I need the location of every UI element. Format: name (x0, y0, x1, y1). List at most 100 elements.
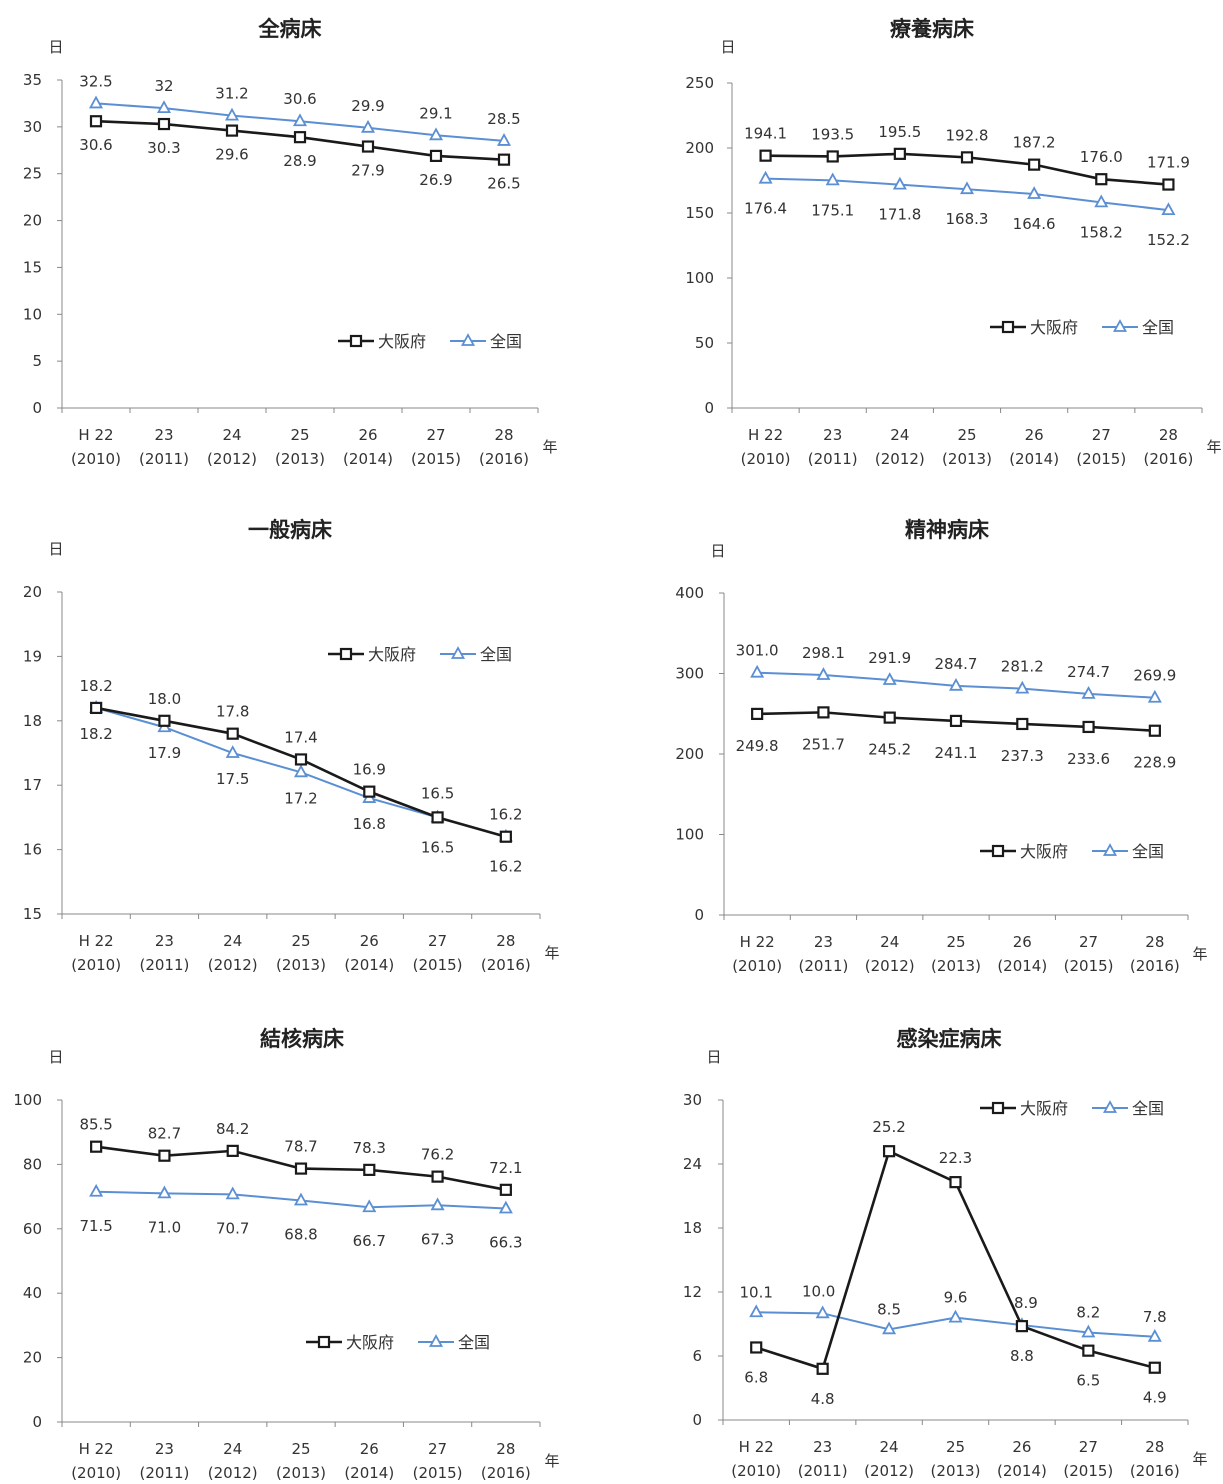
data-label-osaka: 6.8 (744, 1368, 768, 1386)
data-point-osaka (949, 1176, 962, 1189)
data-label-osaka: 6.5 (1076, 1372, 1100, 1390)
x-axis-unit: 年 (1192, 1450, 1207, 1468)
data-label-national: 158.2 (1080, 223, 1123, 241)
data-point-national (1094, 194, 1109, 208)
data-point-osaka (431, 811, 444, 824)
data-label-national: 281.2 (1001, 658, 1044, 676)
data-label-national: 175.1 (811, 201, 854, 219)
y-tick-label: 100 (685, 269, 714, 287)
y-tick-label: 40 (23, 1284, 42, 1302)
x-axis-unit: 年 (544, 944, 559, 962)
x-tick-label-era: 27 (1079, 933, 1098, 951)
data-label-national: 284.7 (935, 655, 978, 673)
x-tick-label-year: (2016) (1130, 957, 1180, 975)
data-point-osaka (499, 830, 512, 843)
y-tick-label: 17 (23, 776, 42, 794)
data-point-osaka (294, 1162, 308, 1175)
y-tick-label: 24 (683, 1155, 702, 1173)
data-point-national (882, 672, 897, 685)
data-point-osaka (363, 1163, 376, 1176)
x-tick-label-era: H 22 (748, 426, 783, 444)
y-axis-unit: 日 (48, 38, 63, 56)
y-axis-unit: 日 (48, 540, 63, 558)
x-tick-label-era: 26 (360, 1440, 379, 1458)
data-label-national: 10.0 (802, 1282, 835, 1300)
data-label-national: 9.6 (944, 1289, 968, 1307)
data-point-national (362, 1199, 377, 1213)
data-point-national (225, 745, 240, 758)
data-label-national: 168.3 (946, 210, 989, 228)
data-point-national (224, 107, 240, 121)
data-label-osaka: 78.3 (353, 1139, 386, 1157)
data-label-osaka: 176.0 (1080, 148, 1123, 166)
legend-marker-osaka (349, 334, 363, 348)
data-point-national (225, 1186, 240, 1200)
x-tick-label-era: H 22 (79, 1440, 114, 1458)
data-label-osaka: 76.2 (421, 1146, 454, 1164)
data-point-osaka (158, 714, 171, 727)
chart-title: 精神病床 (905, 518, 989, 542)
legend-marker-national (450, 646, 466, 659)
x-tick-label-year: (2014) (1009, 450, 1059, 468)
x-tick-label-era: 28 (1145, 933, 1164, 951)
y-tick-label: 5 (32, 352, 42, 370)
x-tick-label-year: (2011) (139, 1464, 189, 1482)
x-tick-label-year: (2014) (997, 1462, 1047, 1480)
x-tick-label-year: (2016) (1130, 1462, 1180, 1480)
data-label-national: 17.5 (216, 770, 249, 788)
data-point-national (959, 181, 975, 195)
data-label-osaka: 249.8 (736, 737, 779, 755)
data-point-national (156, 100, 172, 114)
y-axis-unit: 日 (48, 1048, 63, 1066)
data-point-national (498, 1200, 513, 1214)
y-tick-label: 20 (23, 1349, 42, 1367)
data-label-osaka: 26.9 (419, 171, 452, 189)
x-tick-label-year: (2016) (1143, 450, 1193, 468)
data-point-national (948, 1309, 963, 1323)
data-point-osaka (294, 753, 308, 766)
y-tick-label: 25 (23, 165, 42, 183)
x-tick-label-era: 27 (428, 932, 447, 950)
x-tick-label-year: (2013) (275, 450, 325, 468)
data-label-national: 30.6 (283, 90, 316, 108)
x-tick-label-era: 27 (428, 1440, 447, 1458)
x-tick-label-era: 28 (496, 932, 515, 950)
y-axis-unit: 日 (720, 38, 735, 56)
data-label-osaka: 8.8 (1010, 1347, 1034, 1365)
data-point-osaka (751, 707, 764, 721)
x-tick-label-year: (2010) (71, 1464, 121, 1482)
legend-label-national: 全国 (480, 645, 512, 664)
data-point-osaka (158, 1149, 171, 1162)
data-point-osaka (1015, 1320, 1029, 1333)
x-tick-label-year: (2016) (479, 450, 529, 468)
data-label-osaka: 194.1 (744, 125, 787, 143)
data-label-osaka: 233.6 (1067, 750, 1110, 768)
line-chart-1: 全病床日 0 5 10 15 20 25 30 35 H 22 (2010) 23 (2011) 24 (2… (0, 0, 600, 490)
x-tick-label-year: (2012) (875, 450, 925, 468)
data-label-national: 18.2 (79, 725, 112, 743)
data-label-national: 17.9 (148, 744, 181, 762)
x-tick-label-era: 23 (823, 426, 842, 444)
x-tick-label-era: 25 (290, 426, 309, 444)
x-tick-label-year: (2010) (732, 957, 782, 975)
data-point-osaka (226, 1144, 239, 1157)
data-point-national (293, 764, 309, 778)
data-label-osaka: 26.5 (487, 175, 520, 193)
x-tick-label-year: (2012) (208, 1464, 258, 1482)
legend-marker-osaka (339, 647, 353, 661)
x-tick-label-era: 24 (223, 1440, 242, 1458)
x-axis-unit: 年 (542, 438, 557, 456)
x-axis-unit: 年 (1192, 945, 1207, 963)
legend: 大阪府 全国 (306, 1333, 490, 1352)
x-axis-unit: 年 (1206, 438, 1221, 456)
data-label-osaka: 16.2 (489, 806, 522, 824)
data-label-osaka: 29.6 (215, 146, 248, 164)
legend-label-national: 全国 (1132, 1099, 1164, 1118)
x-tick-label-year: (2012) (864, 1462, 914, 1480)
x-tick-label-year: (2010) (731, 1462, 781, 1480)
data-point-national (825, 172, 840, 186)
y-axis-unit: 日 (706, 1048, 721, 1066)
